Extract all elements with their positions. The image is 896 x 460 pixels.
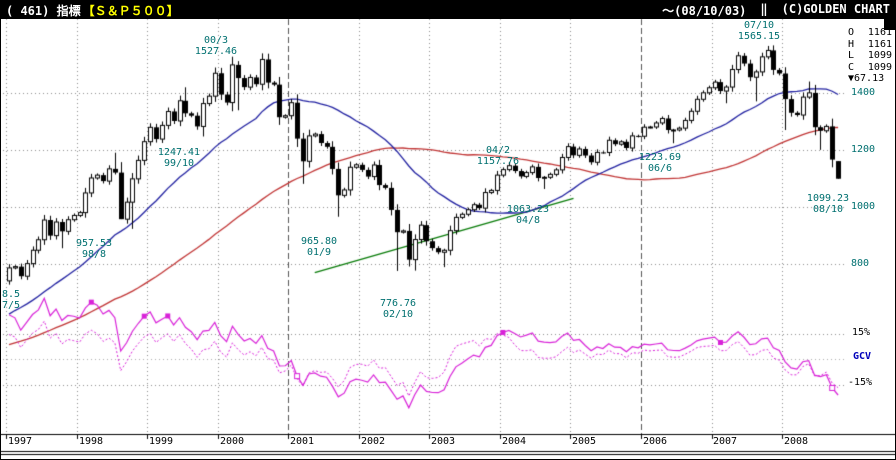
y-axis-label-1200: 1200: [851, 144, 876, 155]
close-label: C: [848, 61, 855, 73]
annotation-line: 1063.23: [506, 204, 550, 215]
annotation-line: 04/2: [485, 145, 511, 156]
x-axis-year-label: 2006: [643, 436, 668, 447]
low-value: 1099: [867, 50, 892, 61]
title-bar: ( 461) 指標 【Ｓ＆Ｐ５００】 ～(08/10/03) ‖ (C)GOLD…: [1, 1, 895, 19]
x-axis-year-label: 2007: [713, 436, 738, 447]
y-axis-label-1000: 1000: [851, 201, 876, 212]
annotation-line: 04/8: [515, 215, 541, 226]
annotation-line: 1157.76: [476, 156, 520, 167]
annotation-line: 02/10: [382, 309, 414, 320]
x-axis-year-label: 2004: [502, 436, 527, 447]
open-value: 1161: [867, 27, 892, 38]
high-label: H: [848, 38, 855, 50]
x-axis-year-label: 1998: [79, 436, 104, 447]
annotation-line: 06/6: [647, 163, 673, 174]
chart-id-label: ( 461) 指標: [6, 3, 81, 18]
high-value: 1161: [867, 38, 892, 50]
annotation-line: 98/8: [81, 249, 107, 260]
date-range-label: ～(08/10/03): [662, 3, 747, 18]
x-axis-year-label: 2008: [784, 436, 809, 447]
x-axis-year-label: 2005: [572, 436, 597, 447]
annotation-line: 08/10: [812, 204, 844, 215]
x-axis-year-label: 2000: [220, 436, 245, 447]
title-bar-right: ～(08/10/03) ‖ (C)GOLDEN CHART: [662, 2, 890, 19]
close-value: 1099: [867, 61, 892, 73]
chart-title: 【Ｓ＆Ｐ５００】: [82, 3, 179, 18]
annotation-line: 776.76: [379, 298, 417, 309]
quote-open-row: O 1161: [848, 27, 892, 39]
separator-glyph: ‖: [760, 1, 768, 16]
annotation-line: 00/3: [203, 35, 229, 46]
x-axis-year-label: 1997: [8, 436, 33, 447]
annotation-07-10-high: 07/10 1565.15: [738, 20, 780, 42]
annotation-line: 01/9: [306, 247, 332, 258]
y-axis-label-1400: 1400: [851, 87, 876, 98]
oscillator-upper-ref-label: 15%: [852, 327, 871, 338]
x-axis-year-label: 1999: [149, 436, 174, 447]
annotation-line: 07/10: [743, 20, 775, 31]
quote-close-row: C 1099: [848, 62, 892, 74]
annotation-line: 1565.15: [737, 31, 781, 42]
annotation-01-9-low: 965.80 01/9: [301, 236, 337, 258]
annotation-line: 1099.23: [806, 193, 850, 204]
annotation-08-10-low: 1099.23 08/10: [807, 193, 849, 215]
annotation-97-low: 8.5 7/5: [2, 289, 20, 311]
annotation-line: 957.53: [75, 238, 113, 249]
annotation-line: 7/5: [2, 300, 21, 311]
annotation-line: 1223.69: [638, 152, 682, 163]
oscillator-lower-ref-label: -15%: [848, 377, 873, 388]
annotation-02-10-low: 776.76 02/10: [380, 298, 416, 320]
annotation-04-8-low: 1063.23 04/8: [507, 204, 549, 226]
x-axis-year-label: 2002: [361, 436, 386, 447]
annotation-00-3-high: 00/3 1527.46: [195, 35, 237, 57]
annotation-99-10-low: 1247.41 99/10: [158, 147, 200, 169]
annotation-line: 99/10: [163, 158, 195, 169]
quote-high-row: H 1161: [848, 39, 892, 51]
annotation-04-2-high: 04/2 1157.76: [477, 145, 519, 167]
low-label: L: [848, 50, 855, 61]
title-bar-left: ( 461) 指標 【Ｓ＆Ｐ５００】: [6, 2, 179, 19]
corner-block: [884, 19, 895, 30]
x-axis-year-label: 2001: [290, 436, 315, 447]
annotation-line: 8.5: [2, 289, 21, 300]
copyright-label: (C)GOLDEN CHART: [781, 1, 890, 16]
annotation-06-6-low: 1223.69 06/6: [639, 152, 681, 174]
annotation-line: 1247.41: [157, 147, 201, 158]
annotation-line: 1527.46: [194, 46, 238, 57]
oscillator-name-label: GCV: [853, 351, 872, 362]
quote-panel: O 1161 H 1161 L 1099 C 1099 ▼67.13: [848, 27, 892, 85]
quote-change: ▼67.13: [848, 73, 885, 84]
open-label: O: [848, 27, 855, 38]
annotation-98-8-low: 957.53 98/8: [76, 238, 112, 260]
x-axis-year-label: 2003: [431, 436, 456, 447]
annotation-line: 965.80: [300, 236, 338, 247]
y-axis-label-800: 800: [851, 258, 870, 269]
quote-low-row: L 1099: [848, 50, 892, 62]
